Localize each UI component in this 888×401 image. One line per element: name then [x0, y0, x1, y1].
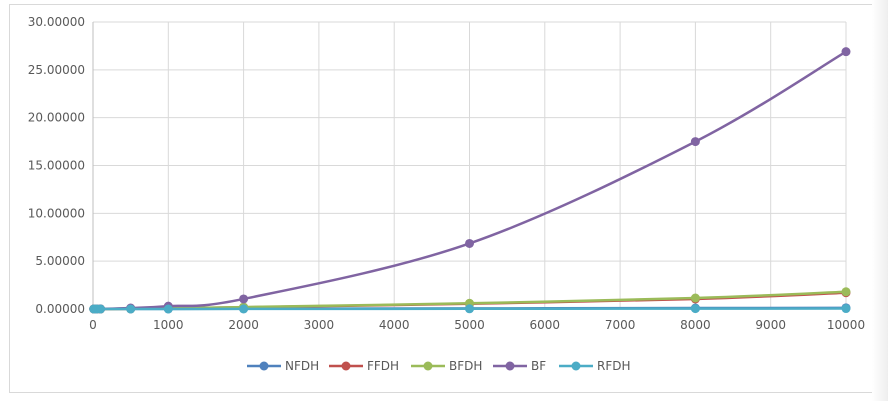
legend-marker [571, 361, 581, 371]
legend-label: BF [531, 359, 546, 373]
x-axis-ticks: 0 1000 2000 3000 4000 5000 6000 7000 8000 9000 100… [89, 318, 865, 332]
data-point [465, 304, 474, 314]
data-point [841, 304, 851, 314]
series-group [89, 47, 851, 314]
y-tick-label: 10.00000 [28, 206, 85, 220]
legend: NFDH FFDH BFDH BF RFDH [247, 359, 631, 373]
legend-label: FFDH [367, 359, 399, 373]
x-tick-label: 10000 [827, 318, 865, 332]
legend-label: BFDH [449, 359, 482, 373]
series-rfdh [89, 304, 851, 314]
y-tick-label: 30.00000 [28, 15, 85, 29]
y-tick-label: 15.00000 [28, 159, 85, 173]
legend-marker [423, 361, 433, 371]
data-point [96, 304, 106, 314]
x-tick-label: 8000 [680, 318, 711, 332]
grid-lines [92, 21, 847, 310]
y-axis-ticks: 0.00000 5.00000 10.00000 15.00000 20.00000 25… [28, 15, 85, 316]
page-edge-shade [872, 0, 888, 401]
chart-frame [9, 4, 873, 393]
data-point [126, 304, 136, 314]
legend-marker [259, 361, 269, 371]
y-tick-label: 5.00000 [35, 254, 85, 268]
legend-label: RFDH [597, 359, 631, 373]
data-point [690, 137, 700, 147]
data-point [841, 287, 851, 297]
legend-item-bfdh: BFDH [411, 359, 482, 373]
legend-label: NFDH [285, 359, 319, 373]
data-point [465, 238, 474, 248]
x-tick-label: 5000 [454, 318, 485, 332]
legend-item-ffdh: FFDH [329, 359, 399, 373]
data-point [690, 304, 700, 314]
legend-item-rfdh: RFDH [559, 359, 631, 373]
x-tick-label: 3000 [304, 318, 335, 332]
y-tick-label: 0.00000 [35, 302, 85, 316]
x-tick-label: 1000 [153, 318, 184, 332]
x-tick-label: 4000 [379, 318, 410, 332]
data-point [239, 304, 249, 314]
legend-item-nfdh: NFDH [247, 359, 319, 373]
x-tick-label: 6000 [530, 318, 561, 332]
legend-item-bf: BF [493, 359, 546, 373]
legend-marker [505, 361, 515, 371]
y-tick-label: 20.00000 [28, 111, 85, 125]
x-tick-label: 2000 [228, 318, 259, 332]
y-tick-label: 25.00000 [28, 63, 85, 77]
data-point [239, 294, 249, 304]
legend-marker [341, 361, 351, 371]
x-tick-label: 0 [89, 318, 97, 332]
data-point [841, 47, 851, 57]
x-tick-label: 9000 [755, 318, 786, 332]
data-point [163, 304, 173, 314]
x-tick-label: 7000 [605, 318, 636, 332]
data-point [690, 293, 700, 303]
